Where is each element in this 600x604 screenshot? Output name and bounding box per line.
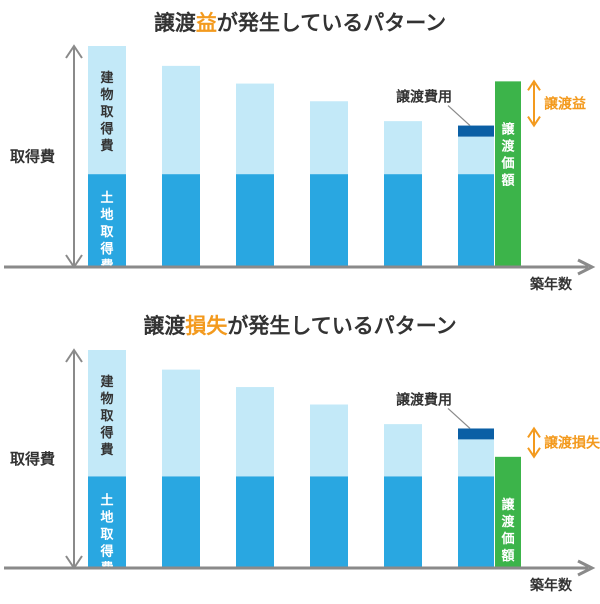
sale-land-bar [458, 476, 494, 568]
expense-leader-line [447, 408, 471, 429]
sale-building-bar [458, 439, 494, 477]
land-cost-bar [310, 174, 348, 267]
building-cost-label: 建物取得費 [99, 374, 114, 458]
land-cost-bar [162, 174, 200, 267]
y-axis-label: 取得費 [10, 450, 55, 468]
title-part: が発生しているパターン [217, 11, 446, 35]
result-label: 譲渡損失 [544, 435, 600, 452]
building-cost-bar [162, 369, 200, 477]
building-cost-bar [384, 424, 422, 477]
building-cost-bar [88, 350, 126, 477]
land-cost-label: 土地取得費 [99, 190, 114, 274]
result-label: 譲渡益 [544, 95, 586, 112]
result-arrow-head-top [527, 426, 541, 439]
y-arrow-head-top [65, 348, 83, 363]
land-cost-bar [236, 174, 274, 267]
panel-title: 譲渡損失が発生しているパターン [143, 314, 456, 338]
result-arrow-head-top [527, 79, 541, 91]
land-cost-bar [88, 174, 126, 267]
result-arrow-head-bottom [527, 447, 541, 459]
y-axis-label: 取得費 [10, 148, 55, 166]
land-cost-label: 土地取得費 [99, 492, 114, 576]
x-axis-arrow-head [577, 559, 596, 577]
building-cost-bar [88, 46, 126, 175]
sale-building-bar [458, 136, 494, 175]
title-part: 譲渡 [154, 11, 197, 35]
transfer-expense-bar [458, 125, 494, 137]
transfer-expense-label: 譲渡費用 [396, 89, 452, 106]
land-cost-bar [236, 476, 274, 568]
transfer-expense-label: 譲渡費用 [396, 391, 452, 408]
building-cost-bar [162, 65, 200, 175]
land-cost-bar [384, 476, 422, 568]
transfer-price-bar [495, 81, 521, 267]
x-axis-arrow-head [577, 258, 596, 276]
x-axis-label: 築年数 [529, 276, 573, 293]
title-part: 譲渡 [143, 314, 186, 338]
result-arrow-head-bottom [527, 116, 541, 128]
land-cost-bar [310, 476, 348, 568]
building-cost-bar [310, 101, 348, 175]
title-part: 益 [196, 11, 217, 35]
title-part: 損失 [185, 314, 228, 338]
y-arrow-head-top [65, 44, 83, 59]
building-cost-bar [384, 121, 422, 175]
building-cost-bar [236, 83, 274, 175]
title-part: が発生しているパターン [227, 314, 456, 338]
building-cost-bar [310, 404, 348, 477]
land-cost-bar [88, 476, 126, 568]
sale-land-bar [458, 174, 494, 267]
transfer-price-bar [495, 456, 521, 568]
x-axis-label: 築年数 [529, 577, 573, 594]
transfer-price-label: 譲渡価額 [500, 121, 515, 188]
transfer-price-label: 譲渡価額 [500, 497, 515, 564]
land-cost-bar [162, 476, 200, 568]
panel-title: 譲渡益が発生しているパターン [154, 11, 446, 35]
building-cost-bar [236, 387, 274, 477]
expense-leader-line [447, 105, 471, 127]
building-cost-label: 建物取得費 [99, 70, 114, 154]
land-cost-bar [384, 174, 422, 267]
transfer-expense-bar [458, 428, 494, 440]
